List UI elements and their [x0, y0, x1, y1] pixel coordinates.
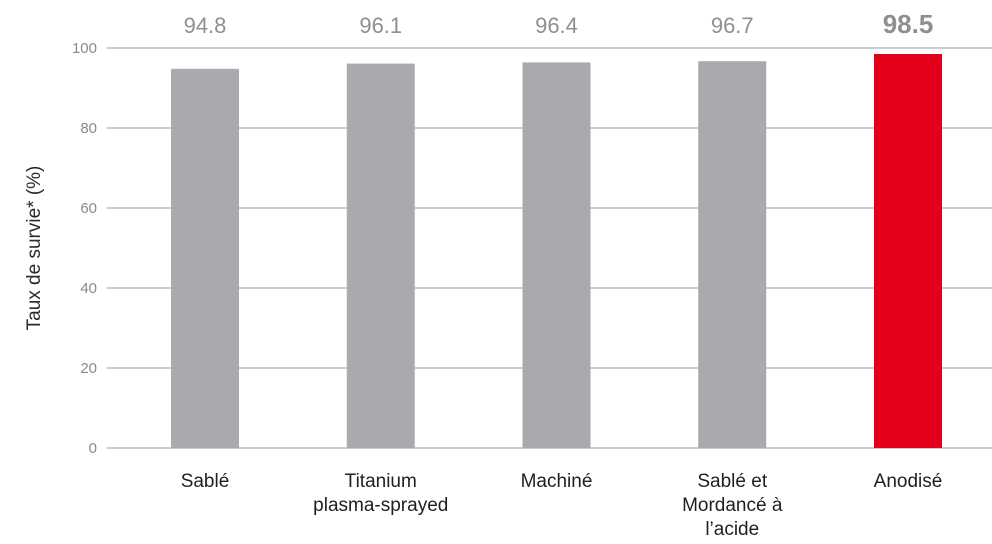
bar [522, 62, 591, 449]
data-label: 98.5 [883, 9, 934, 39]
y-axis-ticks: 0 20 40 60 80 100 [72, 40, 97, 457]
x-tick-label-line: l’acide [705, 519, 759, 540]
data-label: 96.7 [711, 13, 754, 38]
x-tick-label-line: Sablé [181, 471, 230, 492]
y-tick-label: 40 [80, 280, 97, 297]
x-tick-label: Anodisé [874, 471, 943, 492]
bar [698, 61, 767, 448]
value-labels: 94.8 96.1 96.4 96.7 98.5 [184, 9, 934, 39]
x-tick-label: Machiné [521, 471, 593, 492]
x-tick-label-line: Anodisé [874, 471, 943, 492]
y-tick-label: 100 [72, 40, 97, 57]
x-tick-label-line: Sablé et [697, 471, 767, 492]
x-tick-label-line: Titanium [345, 471, 417, 492]
bars [171, 54, 942, 449]
data-label: 96.1 [359, 13, 402, 38]
x-tick-label: Titanium plasma-sprayed [313, 471, 448, 516]
x-tick-label-line: plasma-sprayed [313, 495, 448, 516]
bar [874, 54, 942, 448]
x-tick-label-line: Mordancé à [682, 495, 783, 516]
x-tick-label: Sablé et Mordancé à l’acide [682, 471, 783, 540]
y-tick-label: 20 [80, 360, 97, 377]
y-axis-title: Taux de survie* (%) [24, 166, 45, 331]
y-tick-label: 80 [80, 120, 97, 137]
x-tick-label: Sablé [181, 471, 230, 492]
bar [171, 68, 239, 449]
data-label: 96.4 [535, 13, 578, 38]
category-labels: Sablé Titanium plasma-sprayed Machiné Sablé … [181, 471, 943, 540]
y-tick-label: 0 [89, 440, 97, 457]
x-tick-label-line: Machiné [521, 471, 593, 492]
data-label: 94.8 [184, 13, 227, 38]
y-tick-label: 60 [80, 200, 97, 217]
bar [346, 63, 415, 448]
